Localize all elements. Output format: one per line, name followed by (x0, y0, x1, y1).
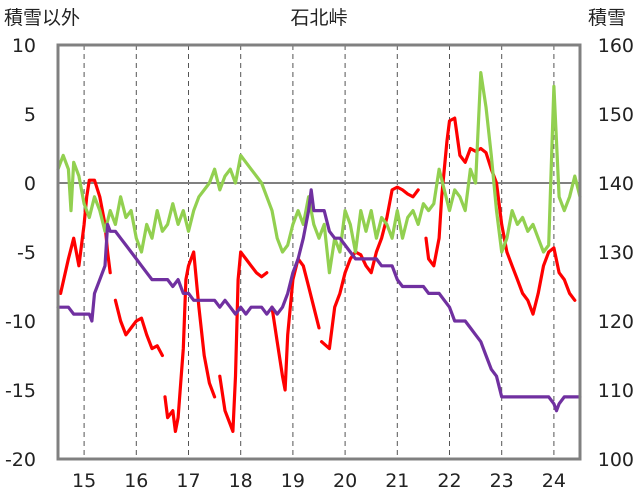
plot-frame (56, 43, 582, 461)
x-tick-16: 16 (124, 470, 148, 492)
x-tick-18: 18 (229, 470, 253, 492)
left-tick-10: 10 (12, 35, 36, 57)
series-2-segment-0 (56, 188, 582, 413)
right-tick-110: 110 (598, 380, 634, 402)
right-axis-label: 積雪 (588, 7, 626, 29)
x-tick-15: 15 (72, 470, 96, 492)
right-tick-130: 130 (598, 242, 634, 264)
right-tick-120: 120 (598, 311, 634, 333)
series-0-segment-2 (163, 250, 217, 433)
right-tick-160: 160 (598, 35, 634, 57)
x-tick-19: 19 (281, 470, 305, 492)
left-axis-label: 積雪以外 (4, 7, 80, 29)
left-tick--10: -10 (5, 311, 36, 333)
x-tick-20: 20 (333, 470, 357, 492)
x-tick-labels: 15 16 17 18 19 20 21 22 23 24 (72, 470, 566, 492)
series-1-segment-0 (56, 71, 582, 275)
series-0-segment-4 (270, 257, 321, 392)
left-tick--15: -15 (5, 380, 36, 402)
left-tick-5: 5 (24, 104, 36, 126)
series-0-segment-0 (59, 178, 112, 295)
left-tick--20: -20 (5, 449, 36, 471)
series-0-segment-5 (320, 185, 420, 351)
right-tick-140: 140 (598, 173, 634, 195)
series-0-segment-3 (218, 250, 269, 433)
right-tick-150: 150 (598, 104, 634, 126)
series-lines (56, 71, 582, 433)
vertical-gridlines (83, 45, 555, 459)
left-tick--5: -5 (17, 242, 36, 264)
x-tick-24: 24 (542, 470, 566, 492)
x-tick-21: 21 (385, 470, 409, 492)
series-0-segment-1 (113, 298, 164, 358)
right-tick-100: 100 (598, 449, 634, 471)
x-tick-17: 17 (176, 470, 200, 492)
right-tick-labels: 160 150 140 130 120 110 100 (598, 35, 634, 471)
left-tick-labels: 10 5 0 -5 -10 -15 -20 (5, 35, 36, 471)
x-tick-23: 23 (490, 470, 514, 492)
x-tick-22: 22 (437, 470, 461, 492)
left-tick-0: 0 (24, 173, 36, 195)
chart-title: 石北峠 (290, 7, 347, 29)
